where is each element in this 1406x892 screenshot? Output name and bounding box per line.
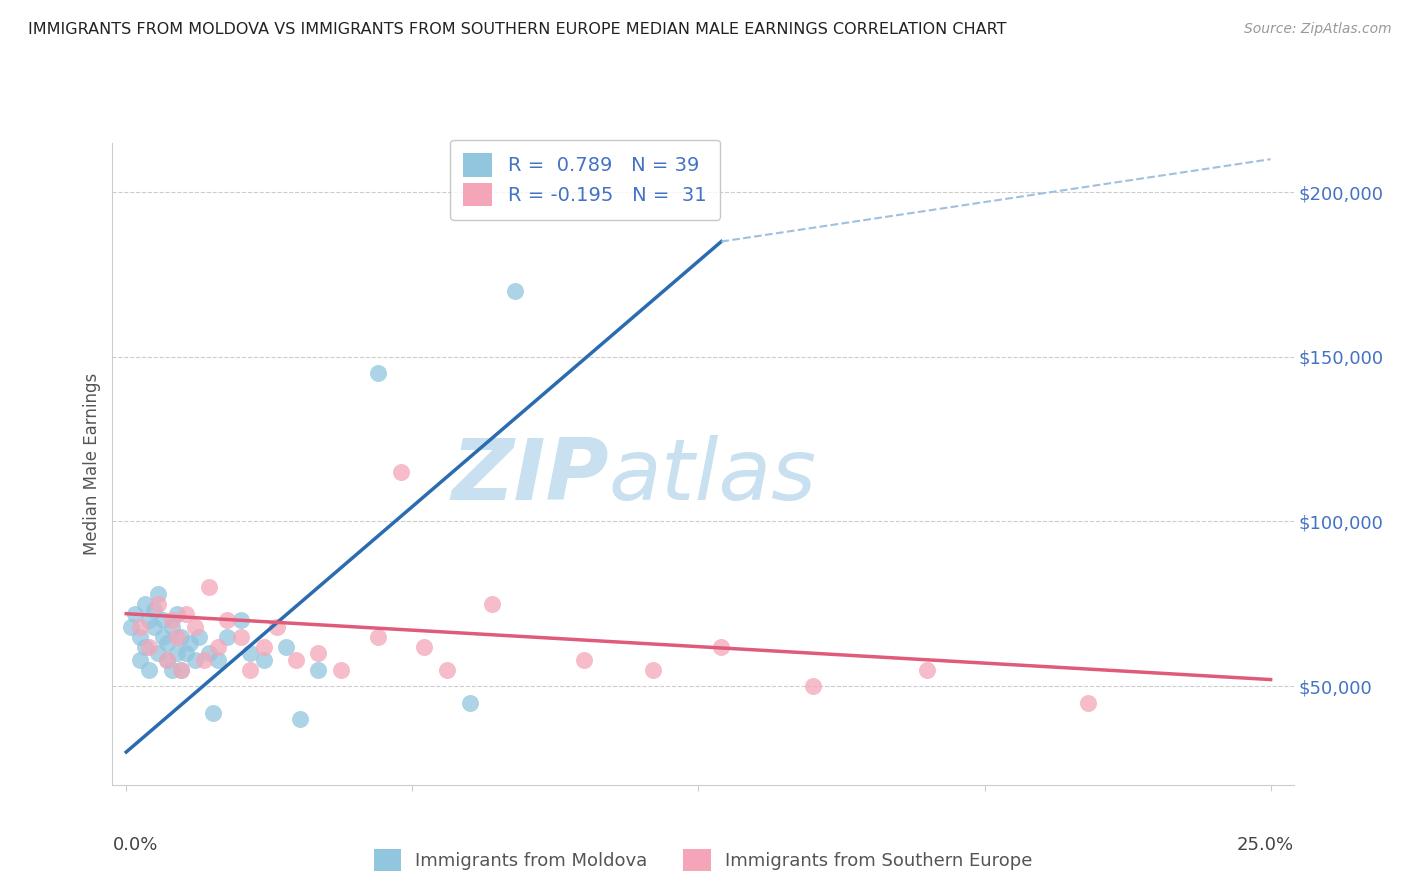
Point <box>284 653 307 667</box>
Point <box>166 630 188 644</box>
Point <box>156 636 179 650</box>
Point <box>184 653 207 667</box>
Point <box>152 613 174 627</box>
Point <box>166 646 188 660</box>
Point <box>124 607 146 621</box>
Point <box>134 597 156 611</box>
Point <box>207 640 229 654</box>
Point <box>129 630 152 644</box>
Point <box>179 636 201 650</box>
Point <box>138 613 160 627</box>
Legend: R =  0.789   N = 39, R = -0.195   N =  31: R = 0.789 N = 39, R = -0.195 N = 31 <box>450 139 720 220</box>
Point <box>148 597 170 611</box>
Text: 0.0%: 0.0% <box>112 837 157 855</box>
Point <box>197 580 219 594</box>
Point <box>156 653 179 667</box>
Point <box>142 620 165 634</box>
Point <box>148 587 170 601</box>
Point <box>710 640 733 654</box>
Point <box>170 663 193 677</box>
Point <box>367 630 389 644</box>
Point <box>207 653 229 667</box>
Point <box>239 663 262 677</box>
Text: IMMIGRANTS FROM MOLDOVA VS IMMIGRANTS FROM SOUTHERN EUROPE MEDIAN MALE EARNINGS : IMMIGRANTS FROM MOLDOVA VS IMMIGRANTS FR… <box>28 22 1007 37</box>
Text: 25.0%: 25.0% <box>1236 837 1294 855</box>
Point <box>1076 696 1098 710</box>
Point <box>308 646 330 660</box>
Point <box>252 640 274 654</box>
Point <box>202 706 225 720</box>
Point <box>276 640 298 654</box>
Text: atlas: atlas <box>609 435 817 518</box>
Point <box>138 663 160 677</box>
Point <box>229 630 252 644</box>
Point <box>129 620 152 634</box>
Text: Source: ZipAtlas.com: Source: ZipAtlas.com <box>1244 22 1392 37</box>
Point <box>160 620 183 634</box>
Point <box>197 646 219 660</box>
Point <box>174 607 197 621</box>
Point <box>148 646 170 660</box>
Point <box>160 663 183 677</box>
Point <box>193 653 215 667</box>
Point <box>160 613 183 627</box>
Point <box>801 679 824 693</box>
Point <box>215 613 238 627</box>
Point <box>170 663 193 677</box>
Point <box>367 366 389 380</box>
Point <box>412 640 434 654</box>
Point <box>142 603 165 617</box>
Point <box>174 646 197 660</box>
Point <box>129 653 152 667</box>
Point <box>252 653 274 667</box>
Text: ZIP: ZIP <box>451 435 609 518</box>
Point <box>641 663 664 677</box>
Point <box>389 465 412 479</box>
Legend: Immigrants from Moldova, Immigrants from Southern Europe: Immigrants from Moldova, Immigrants from… <box>367 842 1039 879</box>
Point <box>156 653 179 667</box>
Point <box>170 630 193 644</box>
Point <box>138 640 160 654</box>
Point <box>458 696 481 710</box>
Point <box>120 620 142 634</box>
Point <box>166 607 188 621</box>
Point <box>572 653 595 667</box>
Point <box>308 663 330 677</box>
Point <box>266 620 288 634</box>
Point <box>330 663 353 677</box>
Point <box>152 630 174 644</box>
Point <box>288 712 311 726</box>
Point <box>229 613 252 627</box>
Point <box>184 620 207 634</box>
Point <box>188 630 211 644</box>
Point <box>436 663 458 677</box>
Point <box>134 640 156 654</box>
Point <box>239 646 262 660</box>
Y-axis label: Median Male Earnings: Median Male Earnings <box>83 373 101 555</box>
Point <box>481 597 503 611</box>
Point <box>505 284 527 298</box>
Point <box>215 630 238 644</box>
Point <box>917 663 939 677</box>
